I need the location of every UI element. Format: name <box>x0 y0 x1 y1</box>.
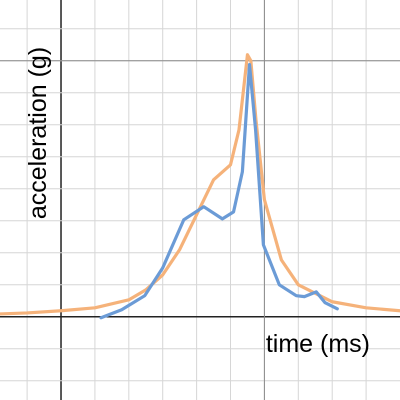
y-axis-label: acceleration (g) <box>24 47 52 219</box>
x-axis-label: time (ms) <box>266 330 370 358</box>
line-series <box>0 53 400 316</box>
line-series <box>99 63 339 320</box>
lines <box>0 53 400 320</box>
